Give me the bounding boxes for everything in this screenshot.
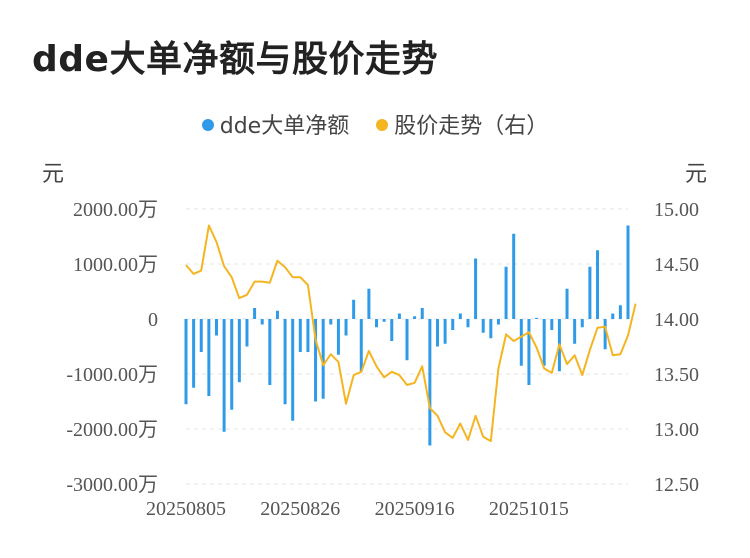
dde-bar bbox=[435, 319, 439, 347]
price-line bbox=[185, 224, 637, 443]
dde-bar bbox=[359, 319, 363, 372]
dde-bar bbox=[466, 319, 470, 328]
legend-label-dde: dde大单净额 bbox=[219, 114, 350, 139]
dde-bar bbox=[230, 319, 234, 410]
dde-bar bbox=[291, 319, 295, 421]
x-tick-label: 20250805 bbox=[146, 498, 226, 520]
dde-bar bbox=[573, 319, 577, 344]
chart-title: dde大单净额与股价走势 bbox=[32, 39, 438, 80]
dde-bar bbox=[588, 266, 592, 319]
dde-bar bbox=[481, 319, 485, 333]
dde-bar bbox=[222, 319, 226, 432]
dde-bar bbox=[275, 310, 279, 319]
dde-bar bbox=[184, 319, 188, 405]
dde-bar bbox=[245, 319, 249, 347]
dde-bar bbox=[283, 319, 287, 405]
legend-dot-price bbox=[376, 119, 389, 131]
dde-bar bbox=[535, 317, 539, 319]
y-right-tick-label: 13.00 bbox=[654, 419, 699, 441]
dde-bar bbox=[542, 319, 546, 366]
dde-bar bbox=[253, 308, 257, 319]
dde-bar bbox=[618, 305, 622, 319]
dde-bar bbox=[314, 319, 318, 402]
dde-bar bbox=[344, 319, 348, 336]
y-left-tick-label: 1000.00万 bbox=[73, 254, 158, 276]
y-left-tick-label: 0 bbox=[148, 309, 158, 331]
dde-bar bbox=[603, 319, 607, 350]
dde-bar bbox=[626, 225, 630, 319]
y-right-tick-label: 12.50 bbox=[654, 474, 699, 496]
y-right-tick-label: 13.50 bbox=[654, 364, 699, 386]
y-right-tick-label: 15.00 bbox=[654, 199, 699, 221]
dde-bar bbox=[268, 319, 272, 385]
dde-bar bbox=[382, 319, 386, 322]
dde-bar bbox=[580, 319, 584, 328]
dde-bar bbox=[306, 319, 310, 352]
dde-bar bbox=[397, 313, 401, 319]
dde-bar bbox=[443, 319, 447, 344]
dde-bar bbox=[336, 319, 340, 355]
left-axis-unit: 元 bbox=[42, 162, 65, 187]
y-left-tick-label: 2000.00万 bbox=[73, 199, 158, 221]
dde-bar bbox=[565, 288, 569, 319]
dde-bar bbox=[527, 319, 531, 385]
dde-bar bbox=[519, 319, 523, 366]
y-left-tick-label: -3000.00万 bbox=[66, 474, 158, 496]
y-right-tick-label: 14.00 bbox=[654, 309, 699, 331]
dde-bar bbox=[237, 319, 241, 383]
y-left-tick-label: -1000.00万 bbox=[66, 364, 158, 386]
y-left-tick-label: -2000.00万 bbox=[66, 419, 158, 441]
x-tick-label: 20250826 bbox=[260, 498, 340, 520]
right-axis-unit: 元 bbox=[685, 162, 708, 187]
dde-bar bbox=[405, 319, 409, 361]
legend-dot-dde bbox=[201, 119, 214, 131]
dde-bar bbox=[451, 319, 455, 330]
dde-bar bbox=[474, 258, 478, 319]
legend-item-price[interactable]: 股价走势（右） bbox=[376, 108, 548, 140]
dde-bar bbox=[420, 308, 424, 319]
dde-bar bbox=[352, 299, 356, 319]
dde-bar bbox=[375, 319, 379, 328]
x-tick-label: 20251015 bbox=[489, 498, 569, 520]
dde-bar bbox=[192, 319, 196, 388]
dde-bar bbox=[428, 319, 432, 446]
dde-bar bbox=[550, 319, 554, 330]
legend-label-price: 股价走势（右） bbox=[394, 114, 549, 139]
dde-bar bbox=[298, 319, 302, 352]
legend: dde大单净额 股价走势（右） bbox=[0, 108, 750, 140]
dde-bar bbox=[458, 313, 462, 319]
dde-bar bbox=[367, 288, 371, 319]
dde-bar bbox=[496, 319, 500, 325]
dde-bar bbox=[413, 316, 417, 319]
dde-bar bbox=[207, 319, 211, 396]
legend-item-dde[interactable]: dde大单净额 bbox=[201, 108, 350, 140]
dde-bar bbox=[504, 266, 508, 319]
dde-bar bbox=[512, 233, 516, 319]
dde-bar bbox=[596, 250, 600, 319]
y-right-tick-label: 14.50 bbox=[654, 254, 699, 276]
dde-bar bbox=[489, 319, 493, 339]
dde-bar bbox=[260, 319, 264, 325]
dde-bar bbox=[321, 319, 325, 399]
dde-bar bbox=[199, 319, 203, 352]
dde-bar bbox=[611, 313, 615, 319]
dde-bar bbox=[329, 319, 333, 325]
dde-bar bbox=[390, 319, 394, 341]
x-tick-label: 20250916 bbox=[375, 498, 455, 520]
dde-bar bbox=[214, 319, 218, 336]
